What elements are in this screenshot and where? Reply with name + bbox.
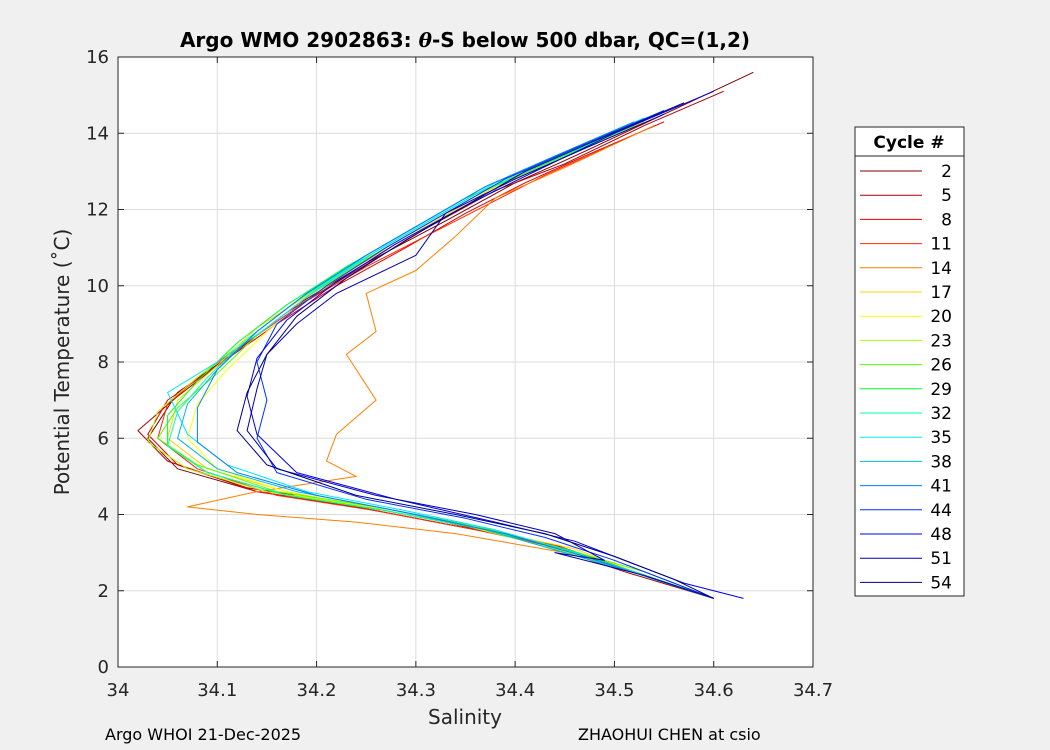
legend-label-cycle-32: 32 [930, 404, 952, 424]
legend-label-cycle-20: 20 [930, 307, 952, 327]
y-axis-label: Potential Temperature (˚C) [50, 229, 74, 496]
legend-box [854, 126, 965, 597]
y-tick-label-6: 12 [86, 200, 109, 221]
series-line-cycle-35 [167, 117, 714, 599]
y-tick-label-0: 0 [98, 657, 109, 678]
legend-label-cycle-11: 11 [930, 235, 952, 255]
footer-credit-left: Argo WHOI 21-Dec-2025 [105, 725, 302, 744]
y-tick-label-5: 10 [86, 276, 109, 297]
legend-label-cycle-41: 41 [930, 477, 952, 497]
y-tick-label-4: 8 [98, 352, 109, 373]
data-series [137, 71, 754, 599]
legend-label-cycle-44: 44 [930, 501, 952, 521]
y-tick-label-2: 4 [98, 505, 109, 526]
legend-label-cycle-26: 26 [930, 356, 952, 376]
series-line-cycle-41 [196, 121, 714, 599]
x-tick-label-4: 34.4 [495, 680, 535, 701]
x-tick-label-6: 34.6 [694, 680, 734, 701]
x-tick-label-7: 34.7 [793, 680, 833, 701]
x-tick-label-3: 34.3 [396, 680, 436, 701]
series-line-cycle-48 [246, 90, 744, 599]
y-tick-label-3: 6 [98, 428, 109, 449]
legend-label-cycle-51: 51 [930, 549, 952, 569]
legend-label-cycle-2: 2 [941, 162, 952, 182]
series-line-cycle-14 [187, 125, 714, 599]
legend-label-cycle-48: 48 [930, 525, 952, 545]
x-axis-label: Salinity [428, 705, 502, 729]
legend-label-cycle-5: 5 [941, 186, 952, 206]
x-tick-label-2: 34.2 [297, 680, 337, 701]
y-tick-label-8: 16 [86, 47, 109, 68]
footer-credit-right: ZHAOHUI CHEN at csio [578, 725, 761, 744]
legend: Cycle # 2 5 8 11 14 17 20 23 26 29 32 35 38 41 44 48 51 5… [854, 126, 965, 597]
x-tick-label-5: 34.5 [594, 680, 634, 701]
series-line-cycle-54 [236, 102, 714, 599]
legend-label-cycle-8: 8 [941, 210, 952, 230]
legend-label-cycle-23: 23 [930, 331, 952, 351]
x-tick-label-0: 34 [107, 680, 130, 701]
legend-label-cycle-14: 14 [930, 259, 952, 279]
legend-label-cycle-38: 38 [930, 452, 952, 472]
x-tick-label-1: 34.1 [197, 680, 237, 701]
legend-label-cycle-35: 35 [930, 428, 952, 448]
legend-label-cycle-29: 29 [930, 380, 952, 400]
legend-items: 2 5 8 11 14 17 20 23 26 29 32 35 38 41 44 48 51 54 [860, 162, 952, 593]
legend-title: Cycle # [873, 133, 944, 153]
y-tick-label-7: 14 [86, 123, 109, 144]
series-line-cycle-51 [246, 113, 714, 599]
y-tick-label-1: 2 [98, 581, 109, 602]
legend-label-cycle-17: 17 [930, 283, 952, 303]
chart-title: Argo WMO 2902863: θ-S below 500 dbar, QC… [180, 28, 750, 52]
legend-label-cycle-54: 54 [930, 573, 952, 593]
x-axis-ticks: 34 34.1 34.2 34.3 34.4 34.5 34.6 34.7 [107, 57, 833, 701]
y-axis-ticks: 0 2 4 6 8 10 12 14 16 [86, 47, 813, 678]
series-line-cycle-44 [256, 109, 714, 599]
